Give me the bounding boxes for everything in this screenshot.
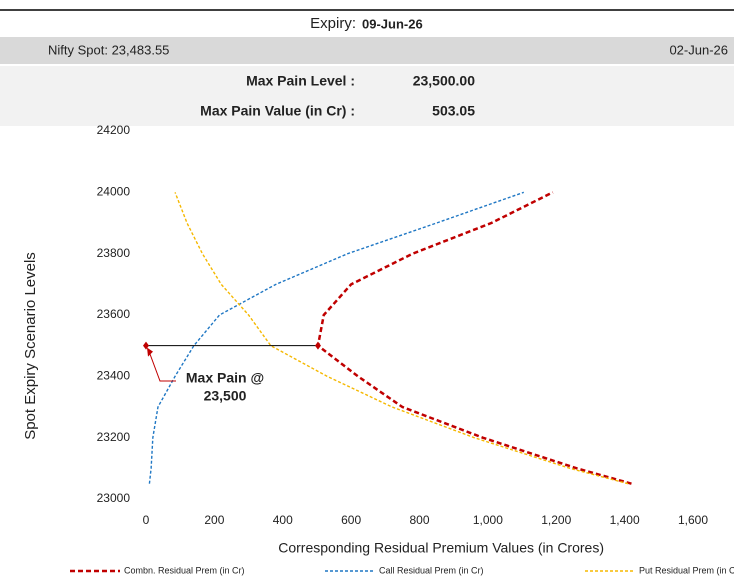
- y-tick-label: 24200: [97, 123, 131, 137]
- series-line: [316, 191, 632, 485]
- x-tick-label: 1,400: [610, 513, 640, 527]
- x-tick-label: 0: [143, 513, 150, 527]
- info-label: Max Pain Level :: [246, 73, 355, 89]
- date: 02-Jun-26: [669, 42, 728, 57]
- max-pain-point: [143, 341, 149, 350]
- x-tick-label: 800: [409, 513, 429, 527]
- x-axis-label: Corresponding Residual Premium Values (i…: [278, 540, 604, 556]
- x-tick-label: 1,000: [473, 513, 503, 527]
- arrow-head: [147, 347, 153, 357]
- x-tick-label: 600: [341, 513, 361, 527]
- y-tick-label: 23600: [97, 307, 131, 321]
- annotation: Max Pain @: [186, 370, 264, 386]
- x-tick-label: 400: [273, 513, 293, 527]
- x-tick-label: 200: [204, 513, 224, 527]
- legend-label: Call Residual Prem (in Cr): [379, 565, 484, 575]
- annotation: 23,500: [204, 388, 247, 404]
- series-line: [174, 192, 629, 485]
- expiry-label: Expiry:: [310, 15, 356, 32]
- info-label: Max Pain Value (in Cr) :: [200, 103, 355, 119]
- annotation-arrow: [147, 348, 176, 382]
- expiry: 09-Jun-26: [362, 16, 423, 31]
- legend-label: Combn. Residual Prem (in Cr): [124, 565, 245, 575]
- max-pain-point: [314, 341, 321, 350]
- y-tick-label: 23800: [97, 246, 131, 260]
- y-tick-label: 23400: [97, 369, 131, 383]
- spot: Nifty Spot: 23,483.55: [48, 42, 169, 57]
- x-tick-label: 1,200: [541, 513, 571, 527]
- info-value: 23,500.00: [413, 73, 475, 89]
- x-tick-label: 1,600: [678, 513, 708, 527]
- spot-band: [0, 37, 734, 64]
- y-tick-label: 24000: [97, 185, 131, 199]
- series-line: [148, 191, 525, 484]
- y-tick-label: 23000: [97, 491, 131, 505]
- legend-label: Put Residual Prem (in Cr): [639, 565, 734, 575]
- info-value: 503.05: [432, 103, 475, 119]
- y-tick-label: 23200: [97, 430, 131, 444]
- y-axis-label: Spot Expiry Scenario Levels: [22, 252, 39, 440]
- info-box: [0, 66, 734, 126]
